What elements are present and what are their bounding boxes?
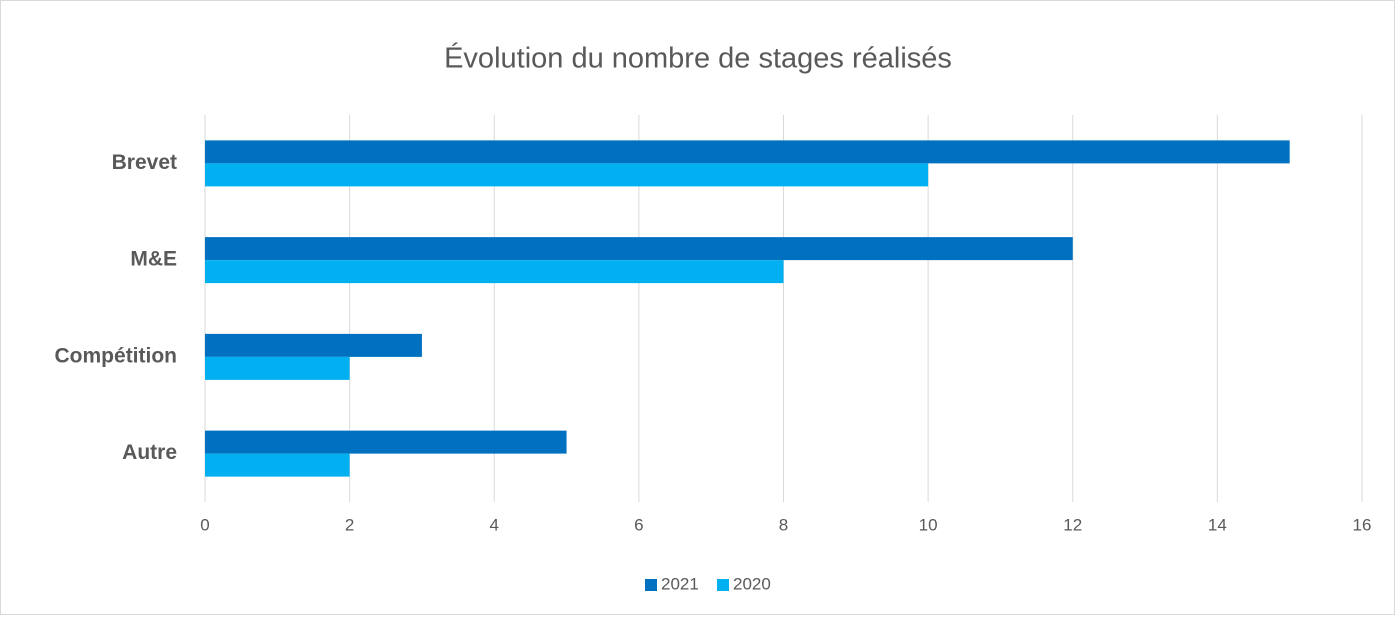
x-tick-label: 16 (1353, 515, 1372, 534)
chart-title: Évolution du nombre de stages réalisés (444, 42, 952, 75)
legend-swatch (645, 579, 657, 591)
x-tick-label: 14 (1208, 515, 1227, 534)
x-tick-label: 0 (200, 515, 209, 534)
x-tick-label: 4 (490, 515, 499, 534)
x-tick-label: 6 (634, 515, 643, 534)
y-tick-label: M&E (130, 248, 177, 271)
y-tick-label: Compétition (55, 344, 177, 367)
legend-label: 2021 (661, 574, 699, 593)
bar (205, 453, 350, 477)
bar (205, 430, 567, 454)
y-tick-label: Brevet (112, 151, 177, 174)
bar (205, 237, 1073, 261)
bar (205, 163, 929, 187)
x-tick-label: 12 (1063, 515, 1082, 534)
x-tick-label: 10 (919, 515, 938, 534)
x-tick-label: 2 (345, 515, 354, 534)
bar (205, 140, 1290, 164)
bar (205, 356, 350, 380)
bar (205, 260, 784, 284)
bar (205, 333, 422, 357)
x-tick-label: 8 (779, 515, 788, 534)
legend-swatch (717, 579, 729, 591)
y-tick-label: Autre (122, 441, 177, 464)
legend-label: 2020 (733, 574, 771, 593)
